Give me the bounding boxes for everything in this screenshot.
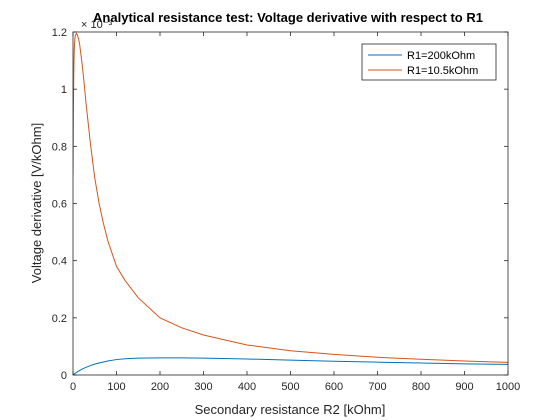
x-tick-label: 100 bbox=[107, 381, 125, 393]
x-tick-label: 700 bbox=[368, 381, 386, 393]
series-line-2 bbox=[73, 32, 508, 363]
y-tick-label: 0.2 bbox=[52, 313, 67, 325]
legend-label-1: R1=200kOhm bbox=[407, 50, 475, 62]
y-tick-label: 1 bbox=[61, 84, 67, 96]
x-axis-label: Secondary resistance R2 [kOhm] bbox=[195, 402, 386, 417]
x-tick-label: 200 bbox=[151, 381, 169, 393]
series-line-1 bbox=[73, 357, 508, 375]
chart-title: Analytical resistance test: Voltage deri… bbox=[93, 10, 483, 25]
legend-box bbox=[361, 43, 497, 81]
x-tick-label: 500 bbox=[281, 381, 299, 393]
plot-area bbox=[73, 32, 508, 375]
x-tick-label: 1000 bbox=[496, 381, 520, 393]
x-tick-label: 400 bbox=[238, 381, 256, 393]
x-tick-label: 600 bbox=[325, 381, 343, 393]
y-tick-label: 0.4 bbox=[52, 256, 67, 268]
y-tick-label: 1.2 bbox=[52, 27, 67, 39]
y-tick-label: 0.8 bbox=[52, 141, 67, 153]
y-tick-label: 0.6 bbox=[52, 199, 67, 211]
x-tick-label: 0 bbox=[70, 381, 76, 393]
y-exponent-label: × 10⁻³ bbox=[81, 19, 113, 31]
legend: R1=200kOhm R1=10.5kOhm bbox=[361, 43, 497, 81]
x-tick-label: 300 bbox=[194, 381, 212, 393]
x-tick-label: 800 bbox=[412, 381, 430, 393]
legend-label-2: R1=10.5kOhm bbox=[407, 65, 478, 77]
x-tick-label: 900 bbox=[455, 381, 473, 393]
y-axis-label: Voltage derivative [V/kOhm] bbox=[29, 123, 44, 283]
y-tick-label: 0 bbox=[61, 370, 67, 382]
axes-layer: 0 100 200 300 400 500 600 700 800 900 1000 0 0.2 0.4 0… bbox=[52, 27, 521, 393]
series-layer bbox=[73, 32, 508, 375]
